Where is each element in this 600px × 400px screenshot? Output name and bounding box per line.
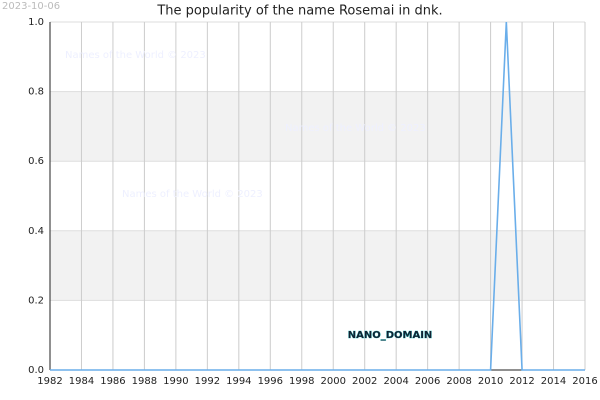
watermark: Names of the World © 2023: [122, 189, 263, 200]
chart-title: The popularity of the name Rosemai in dn…: [156, 4, 442, 19]
y-tick-label: 0.0: [28, 365, 44, 376]
line: [50, 21, 585, 371]
watermark: Names of the World © 2023: [65, 50, 206, 61]
band: [50, 230, 585, 301]
x-tick-label: 2010: [478, 376, 503, 387]
x-tick-label: 1990: [163, 376, 188, 387]
y-tick-label: 1.0: [28, 17, 44, 28]
x-tick-label: 2008: [446, 376, 471, 387]
annotation: NANO_DOMAIN: [348, 330, 433, 341]
x-tick-label: 1996: [258, 376, 283, 387]
x-tick-label: 1998: [289, 376, 314, 387]
y-tick-label: 0.4: [28, 226, 44, 237]
y-tick-label: 0.6: [28, 156, 44, 167]
x-tick-label: 2014: [541, 376, 566, 387]
x-tick-label: 2006: [415, 376, 440, 387]
band: [50, 91, 585, 162]
x-tick-label: 1988: [132, 376, 157, 387]
watermark: Names of the World © 2023: [285, 123, 426, 134]
date: 2023-10-06: [2, 1, 60, 12]
y-tick-label: 0.8: [28, 87, 44, 98]
x-tick-label: 1992: [195, 376, 220, 387]
x-tick-label: 2004: [383, 376, 408, 387]
y-tick-label: 0.2: [28, 295, 44, 306]
x-tick-label: 2000: [321, 376, 346, 387]
x-tick-label: 2016: [572, 376, 597, 387]
x-tick-label: 1994: [226, 376, 251, 387]
x-tick-label: 1982: [37, 376, 62, 387]
x-tick-label: 2012: [509, 376, 534, 387]
x-tick-label: 1986: [100, 376, 125, 387]
x-tick-label: 2002: [352, 376, 377, 387]
x-tick-label: 1984: [69, 376, 94, 387]
